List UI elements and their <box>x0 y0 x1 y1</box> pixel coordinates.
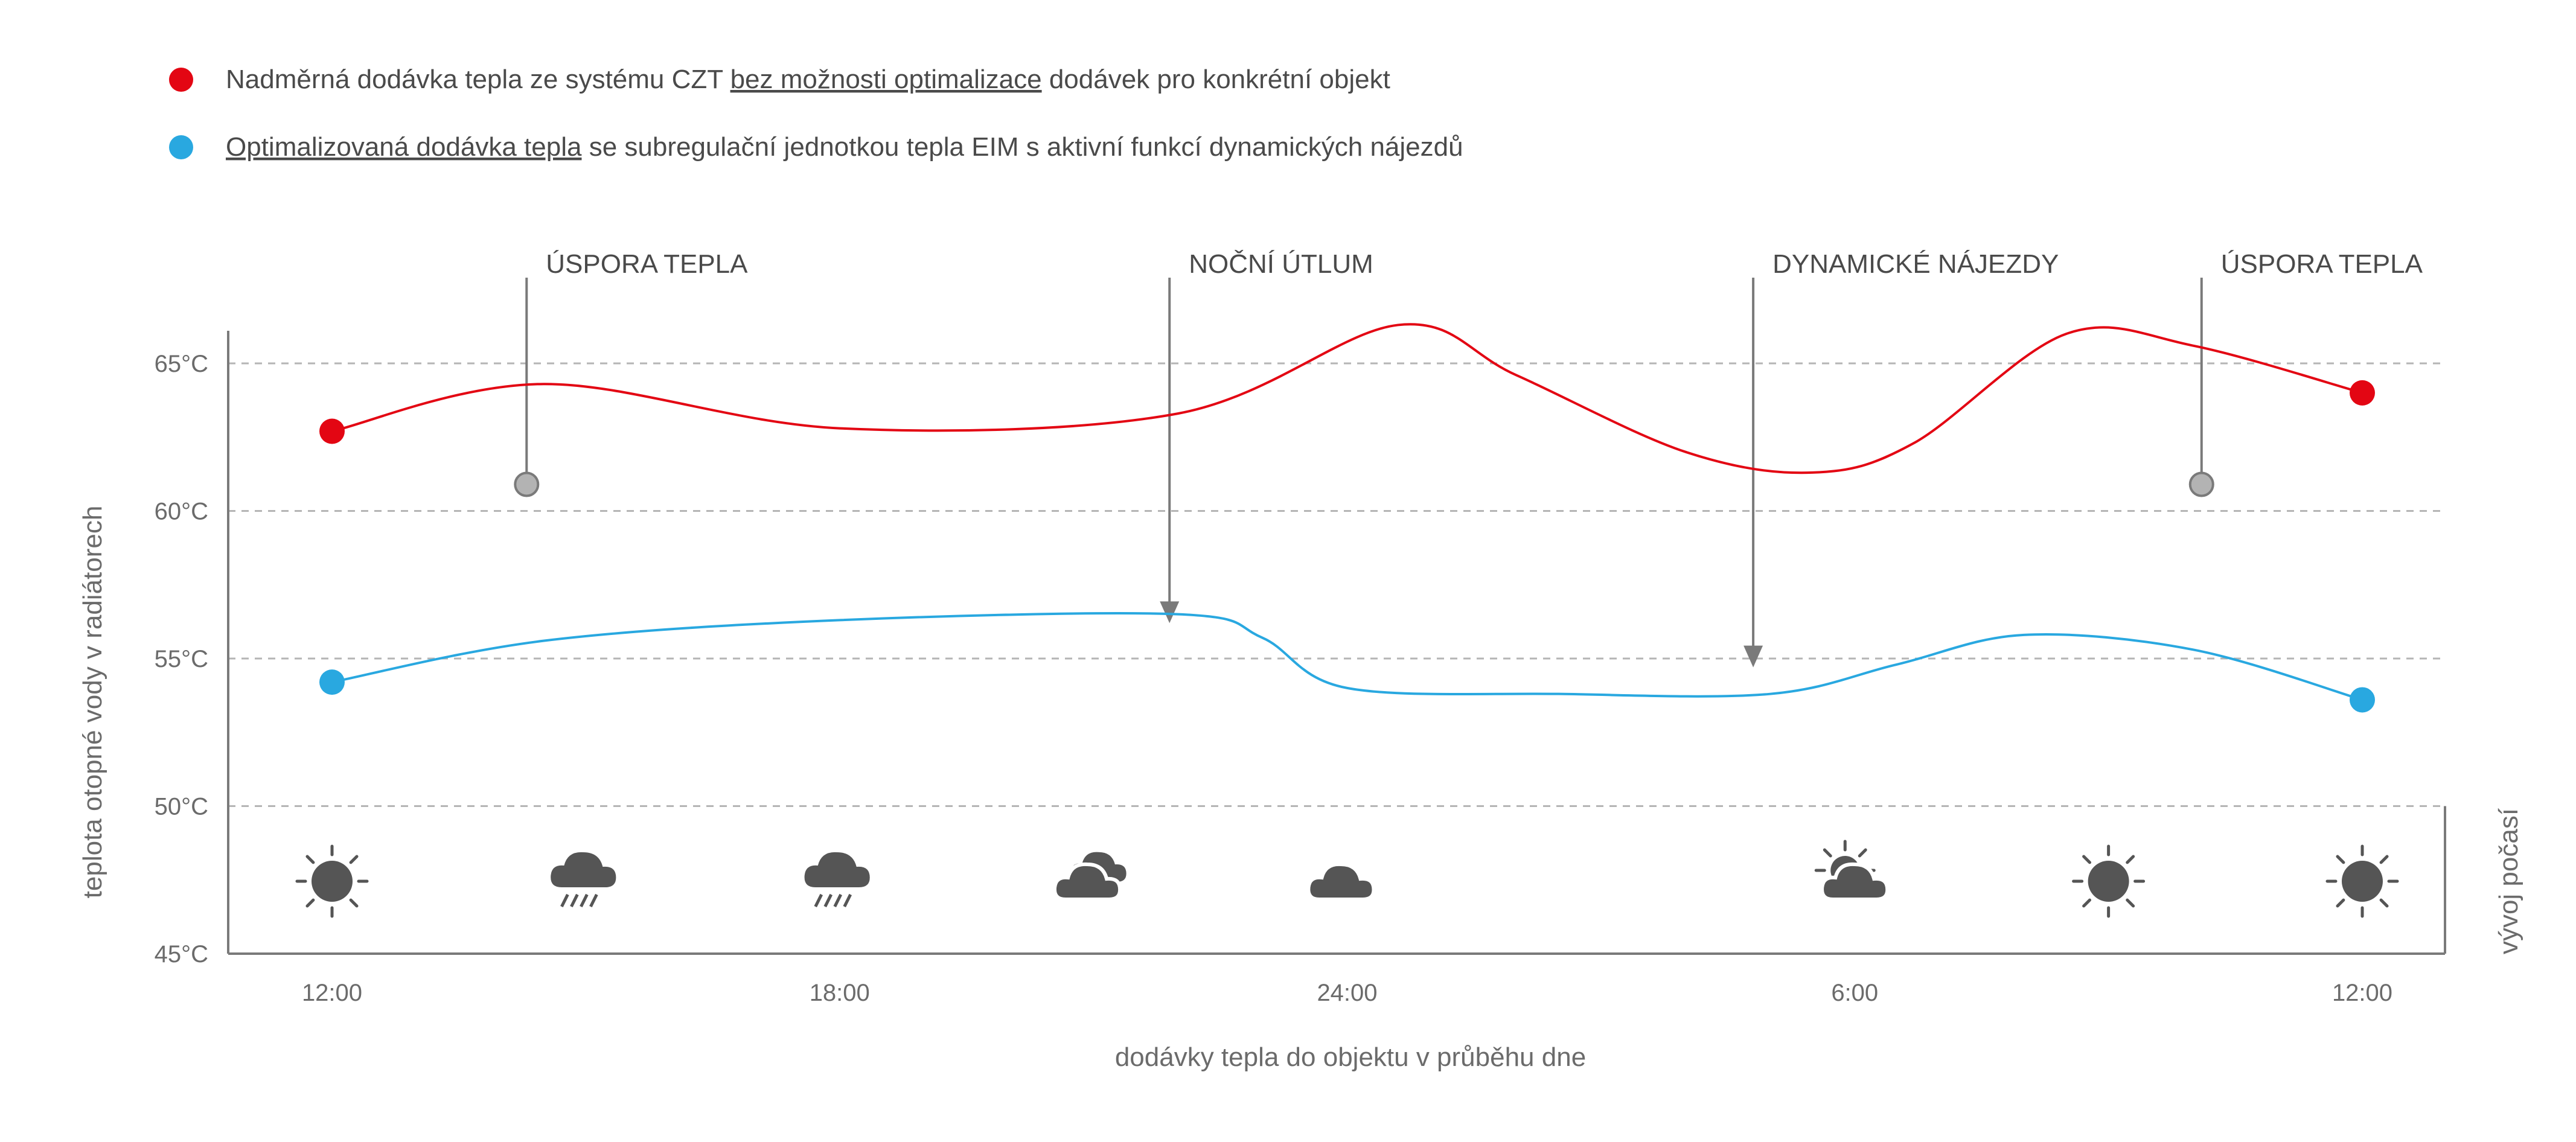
legend-red-post: dodávek pro konkrétní objekt <box>1042 65 1390 94</box>
y-tick-label: 55°C <box>155 646 208 672</box>
annotation-marker <box>2188 471 2214 497</box>
annotation-label: ÚSPORA TEPLA <box>2221 249 2423 279</box>
weather-label: vývoj počasí <box>2494 808 2523 954</box>
y-tick-label: 60°C <box>155 499 208 525</box>
sun-cloud-icon <box>1814 840 1890 901</box>
moon-icon <box>1582 851 1613 911</box>
x-tick-label: 18:00 <box>810 980 870 1006</box>
annotation-label: ÚSPORA TEPLA <box>546 249 748 279</box>
grid: 65°C 60°C 55°C 50°C 45°C <box>155 351 2445 968</box>
clouds-icon <box>1052 852 1127 901</box>
y-axis-title: teplota otopné vody v radiátorech <box>78 506 107 899</box>
series-endpoint-dot <box>2350 380 2375 406</box>
cloud-moon-icon <box>1306 851 1378 901</box>
series-endpoint-dot <box>319 418 345 444</box>
x-tick-label: 12:00 <box>302 980 362 1006</box>
weather-row <box>295 840 2399 918</box>
rain-cloud-icon <box>804 852 870 908</box>
series-line-blue <box>331 612 2363 701</box>
series-endpoint-dot <box>2350 687 2375 713</box>
series <box>319 323 2375 713</box>
legend-red-dot <box>169 68 193 92</box>
series-line-red <box>331 323 2363 474</box>
annotation-label: DYNAMICKÉ NÁJEZDY <box>1772 249 2059 279</box>
x-tick-label: 12:00 <box>2332 980 2392 1006</box>
y-tick-label: 50°C <box>155 794 208 820</box>
y-tick-label: 45°C <box>155 941 208 968</box>
x-tick-label: 24:00 <box>1317 980 1377 1006</box>
annotation-arrowhead <box>1160 601 1180 624</box>
legend-red-underlined: bez možnosti optimalizace <box>730 65 1042 94</box>
sun-icon <box>2072 844 2146 918</box>
annotations: ÚSPORA TEPLA NOČNÍ ÚTLUM DYNAMICKÉ NÁJEZDY… <box>514 249 2423 668</box>
annotation-label: NOČNÍ ÚTLUM <box>1189 249 1373 279</box>
axes: 12:00 18:00 24:00 6:00 12:00 <box>227 331 2446 1006</box>
legend-blue-text: Optimalizovaná dodávka tepla se subregul… <box>226 132 1463 162</box>
y-tick-label: 65°C <box>155 351 208 377</box>
legend-red-pre: Nadměrná dodávka tepla ze systému CZT <box>226 65 730 94</box>
sun-icon <box>2325 844 2399 918</box>
x-tick-label: 6:00 <box>1831 980 1878 1006</box>
legend: Nadměrná dodávka tepla ze systému CZT be… <box>169 65 1463 162</box>
x-axis-title: dodávky tepla do objektu v průběhu dne <box>1115 1042 1586 1072</box>
legend-blue-dot <box>169 135 193 159</box>
rain-cloud-icon <box>551 852 616 908</box>
annotation-marker <box>514 471 540 497</box>
annotation-arrowhead <box>1743 645 1763 668</box>
legend-blue-post: se subregulační jednotkou tepla EIM s ak… <box>581 132 1463 162</box>
legend-red-text: Nadměrná dodávka tepla ze systému CZT be… <box>226 65 1390 94</box>
series-endpoint-dot <box>319 669 345 695</box>
legend-blue-underlined: Optimalizovaná dodávka tepla <box>226 132 582 162</box>
sun-icon <box>295 844 369 918</box>
